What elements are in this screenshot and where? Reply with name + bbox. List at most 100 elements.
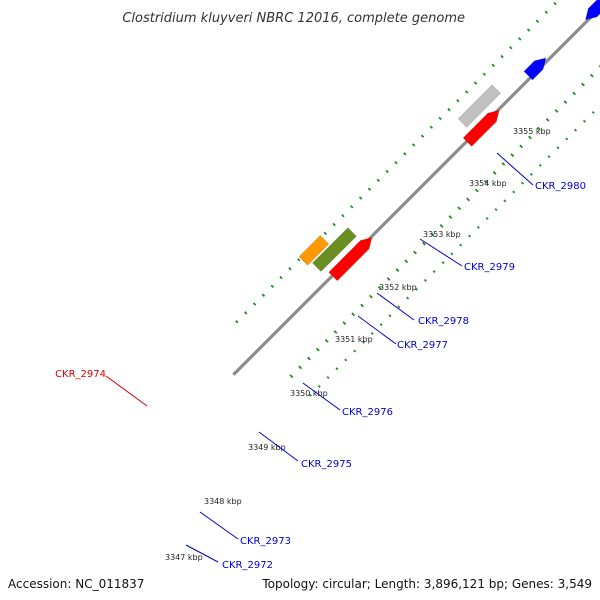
tick-mark: [554, 109, 559, 113]
tick-mark: [386, 277, 391, 281]
kbp-label: 3355 kbp: [513, 127, 551, 136]
tick-mark: [376, 178, 381, 183]
tick-mark: [344, 358, 348, 362]
leader-line: [496, 152, 534, 186]
kbp-label: 3352 kbp: [379, 283, 417, 292]
tick-mark: [491, 63, 495, 68]
tick-mark: [394, 160, 398, 165]
tick-mark: [512, 190, 516, 194]
tick-mark: [483, 179, 488, 184]
tick-mark: [421, 241, 426, 246]
tick-mark: [395, 268, 400, 273]
tick-mark: [528, 135, 532, 140]
kbp-label: 3354 kbp: [469, 179, 507, 188]
gene-label[interactable]: CKR_2980: [535, 181, 586, 192]
tick-mark: [332, 222, 336, 227]
tick-mark: [447, 107, 451, 112]
gene-feature[interactable]: [523, 57, 547, 81]
kbp-label: 3353 kbp: [423, 230, 461, 239]
feature-track: [298, 0, 600, 282]
tick-mark: [529, 172, 533, 176]
tick-mark: [308, 393, 312, 397]
tick-mark: [388, 314, 392, 318]
tick-mark: [420, 134, 425, 138]
tick-mark: [526, 28, 531, 32]
gene-feature[interactable]: [585, 0, 600, 21]
tick-mark: [521, 181, 525, 185]
tick-mark: [500, 54, 504, 59]
gene-feature[interactable]: [298, 235, 330, 266]
tick-mark: [468, 234, 472, 238]
tick-mark: [315, 347, 320, 352]
tick-mark: [279, 275, 283, 280]
tick-mark: [476, 225, 480, 229]
tick-mark: [553, 1, 557, 6]
leader-line: [105, 375, 148, 407]
tick-mark: [509, 46, 513, 50]
tick-mark: [414, 287, 418, 291]
tick-mark: [270, 284, 274, 289]
tick-mark: [288, 266, 292, 271]
tick-mark: [538, 163, 542, 167]
tick-mark: [298, 365, 303, 370]
leader-line: [302, 382, 341, 411]
gene-feature[interactable]: [457, 84, 502, 128]
tick-mark: [358, 196, 363, 200]
tick-mark: [252, 302, 257, 306]
tick-mark: [335, 367, 339, 371]
tick-track: [235, 1, 600, 397]
gene-label[interactable]: CKR_2977: [397, 340, 448, 351]
tick-mark: [361, 340, 365, 344]
kbp-label: 3349 kbp: [248, 443, 286, 452]
tick-mark: [518, 37, 522, 41]
gene-label[interactable]: CKR_2978: [418, 316, 469, 327]
gene-label[interactable]: CKR_2974: [55, 369, 106, 380]
tick-mark: [464, 90, 469, 94]
gene-feature[interactable]: [328, 237, 373, 282]
gene-feature[interactable]: [312, 227, 357, 272]
tick-mark: [485, 216, 489, 220]
tick-mark: [235, 320, 239, 324]
tick-mark: [370, 331, 374, 335]
tick-mark: [457, 206, 462, 211]
topology-summary: Topology: circular; Length: 3,896,121 bp…: [262, 577, 592, 591]
tick-mark: [547, 155, 551, 159]
tick-mark: [289, 374, 294, 379]
tick-mark: [307, 356, 311, 361]
tick-mark: [501, 162, 506, 166]
tick-mark: [556, 146, 560, 150]
tick-mark: [473, 81, 478, 85]
leader-line: [199, 511, 239, 540]
tick-mark: [326, 376, 330, 380]
tick-mark: [403, 152, 407, 156]
kbp-label: 3351 kbp: [335, 335, 373, 344]
map-title: Clostridium kluyveri NBRC 12016, complet…: [122, 11, 465, 26]
gene-label[interactable]: CKR_2972: [222, 560, 273, 571]
tick-mark: [582, 119, 586, 123]
tick-mark: [581, 82, 585, 87]
gene-label[interactable]: CKR_2979: [464, 262, 515, 273]
gene-labels: CKR_2980 CKR_2979 CKR_2978 CKR_2977 CKR_2976…: [55, 152, 586, 571]
tick-mark: [563, 100, 568, 105]
tick-mark: [353, 349, 357, 353]
tick-mark: [438, 116, 442, 121]
kbp-label: 3347 kbp: [165, 553, 203, 562]
tick-mark: [413, 250, 417, 255]
gene-feature[interactable]: [462, 109, 500, 147]
gene-label[interactable]: CKR_2975: [301, 459, 352, 470]
gene-label[interactable]: CKR_2973: [240, 536, 291, 547]
tick-mark: [342, 321, 347, 326]
leader-line: [185, 544, 219, 563]
leader-line: [258, 431, 299, 462]
tick-mark: [397, 305, 401, 309]
tick-mark: [565, 137, 569, 141]
kbp-label: 3348 kbp: [204, 497, 242, 506]
tick-mark: [244, 311, 248, 315]
tick-mark: [494, 208, 498, 212]
gene-label[interactable]: CKR_2976: [342, 407, 393, 418]
leader-line: [376, 292, 415, 321]
tick-mark: [377, 285, 382, 290]
tick-mark: [360, 303, 364, 308]
tick-mark: [475, 188, 479, 193]
